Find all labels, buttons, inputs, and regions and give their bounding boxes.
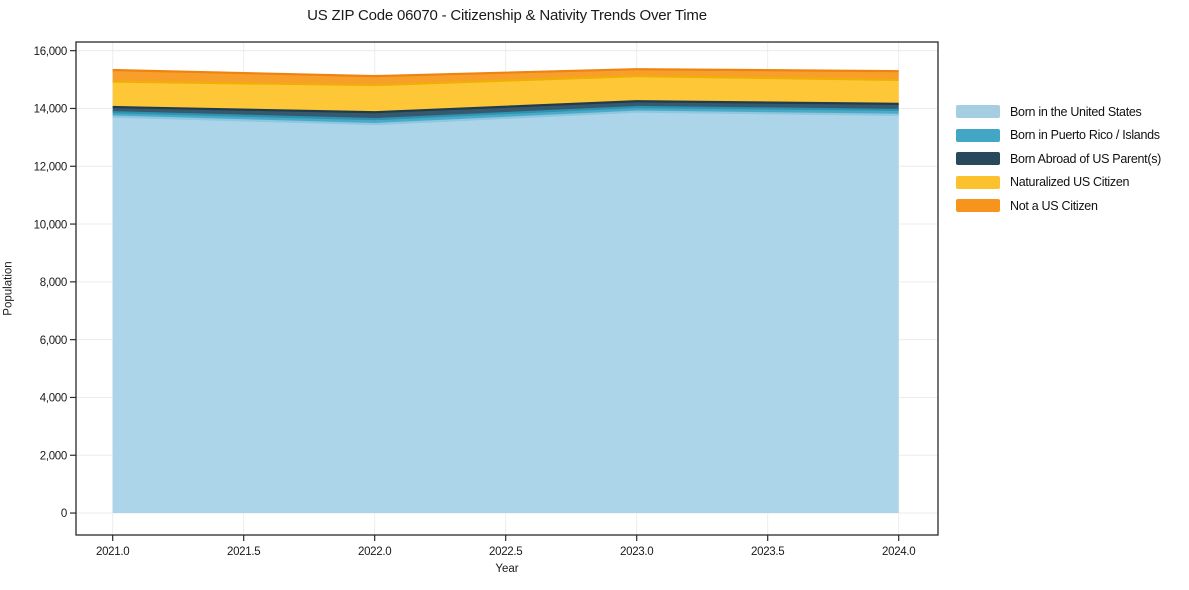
x-tick-label: 2022.5 (489, 546, 522, 558)
y-tick-label: 6,000 (40, 335, 67, 347)
y-tick-label: 0 (61, 508, 67, 520)
x-tick-label: 2024.0 (882, 546, 915, 558)
x-tick-label: 2021.0 (96, 546, 129, 558)
plot-frame (75, 41, 939, 536)
legend-label: Born Abroad of US Parent(s) (1010, 151, 1162, 166)
line-born-in-the-united-states (112, 110, 899, 126)
x-tick-label: 2021.5 (227, 546, 260, 558)
x-tick-label: 2022.0 (358, 546, 391, 558)
x-tick-label: 2023.0 (620, 546, 653, 558)
y-tick-label: 14,000 (34, 104, 67, 116)
area-born-in-the-united-states (112, 111, 899, 514)
y-tick-label: 10,000 (34, 219, 67, 231)
line-not-a-us-citizen (112, 68, 899, 78)
area-born-in-puerto-rico-islands (112, 107, 899, 125)
y-tick-label: 2,000 (40, 450, 67, 462)
line-naturalized-us-citizen (112, 74, 899, 87)
legend-swatch (956, 128, 1000, 142)
legend-swatch (956, 199, 1000, 213)
legend-label: Naturalized US Citizen (1010, 175, 1130, 190)
legend-swatch (956, 152, 1000, 166)
legend-item: Not a US Citizen (956, 194, 1161, 218)
legend-item: Born Abroad of US Parent(s) (956, 147, 1161, 171)
legend-item: Naturalized US Citizen (956, 171, 1161, 195)
legend-item: Born in Puerto Rico / Islands (956, 124, 1161, 148)
legend-swatch (956, 175, 1000, 189)
legend-label: Not a US Citizen (1010, 198, 1098, 213)
x-tick-label: 2023.5 (751, 546, 784, 558)
legend: Born in the United States Born in Puerto … (956, 100, 1161, 218)
x-axis-label: Year (495, 563, 519, 575)
y-tick-label: 4,000 (40, 393, 67, 405)
legend-label: Born in Puerto Rico / Islands (1010, 128, 1160, 143)
area-not-a-us-citizen (112, 69, 899, 86)
y-tick-label: 8,000 (40, 277, 67, 289)
y-tick-label: 16,000 (34, 46, 67, 58)
y-axis-label: Population (2, 261, 15, 316)
area-born-abroad-of-us-parent-s- (112, 101, 899, 120)
chart-title: US ZIP Code 06070 - Citizenship & Nativi… (307, 7, 707, 24)
legend-item: Born in the United States (956, 100, 1161, 124)
legend-label: Born in the United States (1010, 104, 1142, 119)
line-born-abroad-of-us-parent-s- (112, 100, 899, 114)
line-born-in-puerto-rico-islands (112, 105, 899, 121)
legend-swatch (956, 105, 1000, 119)
y-tick-label: 12,000 (34, 161, 67, 173)
